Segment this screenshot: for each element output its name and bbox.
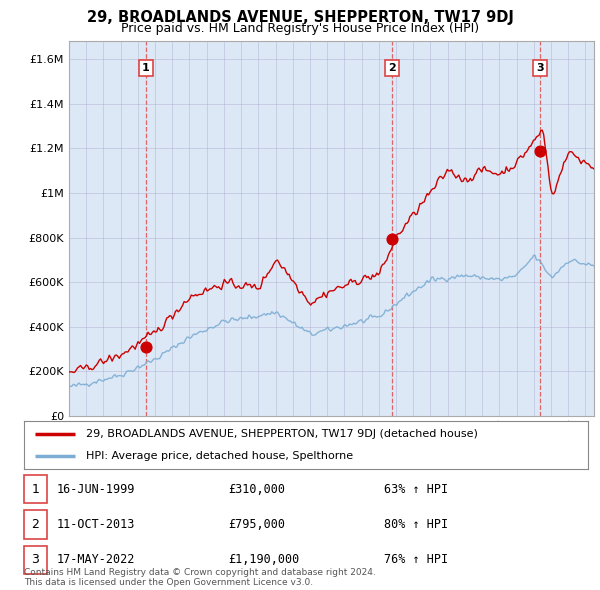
Text: 16-JUN-1999: 16-JUN-1999 [57, 483, 136, 496]
Text: 2: 2 [31, 518, 40, 531]
Text: 29, BROADLANDS AVENUE, SHEPPERTON, TW17 9DJ (detached house): 29, BROADLANDS AVENUE, SHEPPERTON, TW17 … [86, 429, 478, 439]
Text: £795,000: £795,000 [228, 518, 285, 531]
Text: 76% ↑ HPI: 76% ↑ HPI [384, 553, 448, 566]
Text: 11-OCT-2013: 11-OCT-2013 [57, 518, 136, 531]
Text: 80% ↑ HPI: 80% ↑ HPI [384, 518, 448, 531]
Text: 63% ↑ HPI: 63% ↑ HPI [384, 483, 448, 496]
Text: 1: 1 [142, 63, 149, 73]
Text: 29, BROADLANDS AVENUE, SHEPPERTON, TW17 9DJ: 29, BROADLANDS AVENUE, SHEPPERTON, TW17 … [86, 10, 514, 25]
Text: £1,190,000: £1,190,000 [228, 553, 299, 566]
Point [388, 234, 397, 244]
Text: 3: 3 [536, 63, 544, 73]
Text: 1: 1 [31, 483, 40, 496]
Point [535, 146, 545, 155]
Text: Contains HM Land Registry data © Crown copyright and database right 2024.
This d: Contains HM Land Registry data © Crown c… [24, 568, 376, 587]
Text: £310,000: £310,000 [228, 483, 285, 496]
Text: 17-MAY-2022: 17-MAY-2022 [57, 553, 136, 566]
Text: 3: 3 [31, 553, 40, 566]
Text: Price paid vs. HM Land Registry's House Price Index (HPI): Price paid vs. HM Land Registry's House … [121, 22, 479, 35]
Text: HPI: Average price, detached house, Spelthorne: HPI: Average price, detached house, Spel… [86, 451, 353, 461]
Text: 2: 2 [388, 63, 396, 73]
Point [141, 342, 151, 352]
